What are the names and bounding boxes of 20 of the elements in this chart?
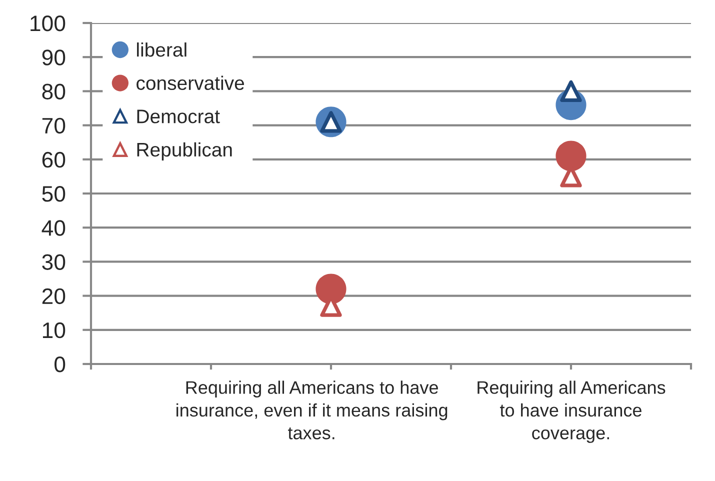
x-tick-label: Requiring all Americans to have insurance coverage. xyxy=(478,380,666,443)
x-tick-label: Requiring all Americans to have insurance, even if it means raising taxes. xyxy=(176,380,448,440)
point xyxy=(556,140,586,172)
y-tick-label: 30 xyxy=(42,254,66,270)
y-tick-label: 20 xyxy=(42,288,66,304)
legend-label: Democrat xyxy=(137,110,220,124)
y-tick-label: 80 xyxy=(42,84,66,100)
y-tick-label: 50 xyxy=(42,186,66,202)
legend-label: Republican xyxy=(137,142,232,160)
y-tick-label: 60 xyxy=(42,152,66,168)
y-tick-label: 100 xyxy=(30,16,66,32)
y-tick-label: 10 xyxy=(42,322,66,338)
point xyxy=(316,274,346,304)
y-tick-label: 70 xyxy=(42,118,66,134)
y-tick-label: 90 xyxy=(42,50,66,66)
legend-label: conservative xyxy=(136,76,244,90)
y-tick-label: 40 xyxy=(42,220,66,236)
point xyxy=(560,80,582,102)
legend-label: liberal xyxy=(137,42,186,57)
y-tick-label: 0 xyxy=(54,356,66,372)
